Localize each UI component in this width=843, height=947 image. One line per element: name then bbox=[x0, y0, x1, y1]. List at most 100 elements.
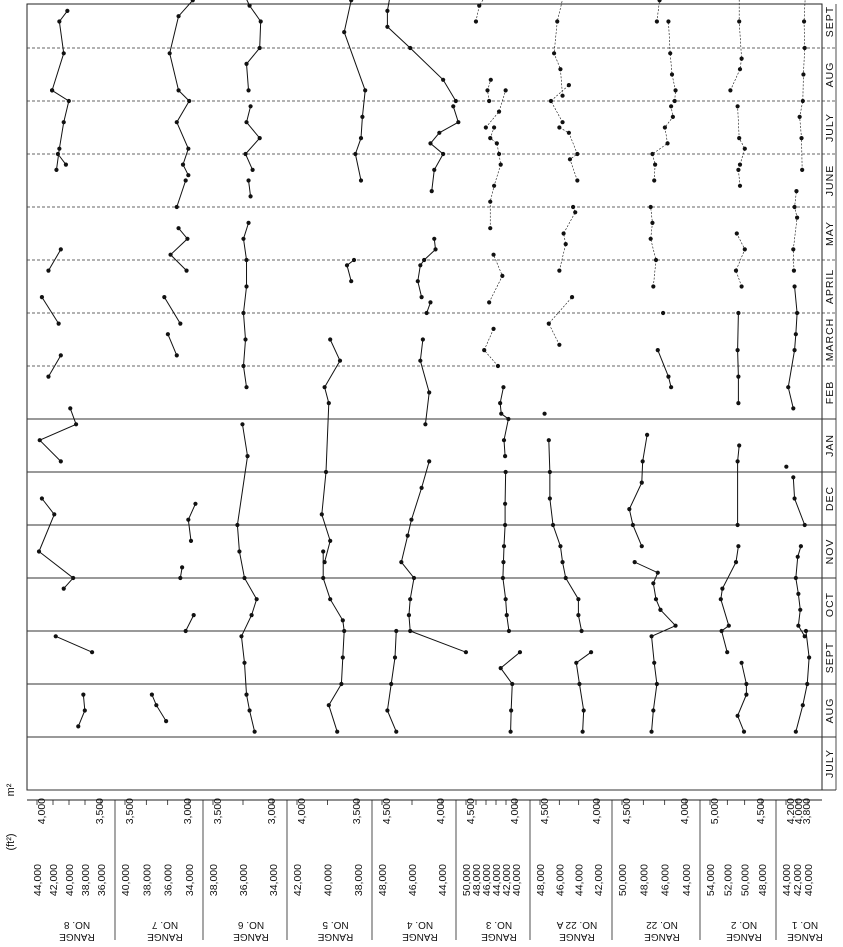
ft-tick-label: 48,000 bbox=[471, 864, 483, 896]
data-point bbox=[237, 549, 242, 554]
data-point bbox=[547, 496, 552, 501]
data-point bbox=[739, 660, 744, 665]
series-line bbox=[550, 84, 570, 123]
data-point bbox=[149, 692, 154, 697]
data-point bbox=[742, 247, 747, 252]
data-point bbox=[174, 353, 179, 358]
data-point bbox=[52, 512, 57, 517]
data-point bbox=[496, 151, 502, 157]
data-point bbox=[242, 660, 247, 665]
series-line bbox=[51, 10, 68, 91]
unit-imperial-label: (ft²) bbox=[5, 833, 17, 850]
series-line bbox=[248, 180, 252, 197]
m-tick-label: 4,500 bbox=[539, 798, 551, 824]
data-point bbox=[500, 273, 505, 278]
data-point bbox=[560, 120, 565, 125]
data-point bbox=[632, 560, 637, 565]
data-point bbox=[244, 61, 249, 66]
series-line bbox=[163, 296, 181, 324]
m-tick-label: 4,500 bbox=[465, 798, 477, 824]
data-point bbox=[483, 125, 488, 130]
ft-tick-label: 34,000 bbox=[268, 864, 280, 896]
data-point bbox=[557, 342, 562, 347]
data-point bbox=[247, 3, 252, 8]
data-point bbox=[654, 681, 659, 687]
data-point bbox=[420, 337, 425, 342]
data-point bbox=[802, 634, 807, 639]
data-point bbox=[180, 162, 186, 167]
data-point bbox=[244, 257, 249, 263]
range-name-line2: NO. 7 bbox=[152, 919, 179, 930]
data-point bbox=[258, 19, 263, 24]
data-point bbox=[55, 151, 61, 157]
month-label: SEPT bbox=[824, 642, 836, 673]
m-tick-label: 3,500 bbox=[212, 798, 224, 824]
m-tick-label: 3,500 bbox=[94, 798, 106, 824]
data-point bbox=[649, 634, 654, 639]
data-point bbox=[744, 681, 749, 687]
data-point bbox=[669, 385, 674, 390]
data-point bbox=[492, 125, 497, 130]
data-point bbox=[736, 310, 741, 316]
data-point bbox=[627, 507, 632, 512]
series-line bbox=[55, 635, 93, 653]
data-point bbox=[162, 295, 167, 300]
data-point bbox=[792, 348, 797, 353]
ft-tick-label: 38,000 bbox=[80, 864, 92, 896]
data-point bbox=[551, 51, 557, 56]
data-point bbox=[82, 708, 87, 713]
data-point bbox=[245, 454, 250, 459]
series-line bbox=[57, 153, 67, 165]
data-point bbox=[73, 422, 79, 427]
ft-tick-label: 46,000 bbox=[407, 864, 419, 896]
data-point bbox=[191, 613, 196, 618]
month-label: NOV bbox=[824, 539, 836, 565]
data-point bbox=[728, 88, 733, 93]
series-line bbox=[346, 259, 355, 282]
range-name-line1: RANGE bbox=[59, 931, 95, 942]
data-point bbox=[657, 0, 662, 3]
data-point bbox=[76, 724, 81, 729]
data-point bbox=[39, 295, 45, 300]
series-line bbox=[656, 0, 660, 22]
data-point bbox=[669, 72, 675, 77]
data-point bbox=[741, 729, 747, 734]
data-point bbox=[792, 204, 797, 210]
data-point bbox=[737, 19, 742, 24]
range-name-line1: RANGE bbox=[726, 931, 762, 942]
data-point bbox=[662, 125, 667, 130]
data-point bbox=[81, 692, 86, 697]
data-point bbox=[739, 284, 744, 289]
data-point bbox=[666, 19, 671, 24]
m-tick-label: 4,500 bbox=[381, 798, 393, 824]
ft-tick-label: 38,000 bbox=[353, 864, 365, 896]
data-point bbox=[244, 284, 249, 289]
data-point bbox=[736, 374, 741, 379]
data-point bbox=[548, 98, 554, 104]
data-point bbox=[176, 226, 181, 231]
data-point bbox=[46, 268, 51, 273]
series-line bbox=[400, 461, 467, 653]
data-point bbox=[419, 485, 424, 490]
data-point bbox=[178, 321, 183, 326]
data-point bbox=[463, 650, 469, 655]
data-point bbox=[509, 708, 514, 713]
data-point bbox=[488, 136, 493, 141]
data-point bbox=[428, 300, 433, 305]
data-point bbox=[805, 681, 810, 687]
ft-tick-label: 42,000 bbox=[292, 864, 304, 896]
m-tick-label: 4,000 bbox=[36, 798, 48, 824]
data-point bbox=[246, 178, 251, 183]
ft-tick-label: 40,000 bbox=[803, 864, 815, 896]
data-point bbox=[546, 438, 551, 443]
series-line bbox=[651, 609, 677, 732]
ft-tick-label: 48,000 bbox=[535, 864, 547, 896]
range-name-line2: NO. 22 bbox=[646, 919, 678, 930]
data-point bbox=[432, 167, 437, 172]
data-point bbox=[422, 257, 427, 263]
data-point bbox=[793, 332, 798, 337]
data-point bbox=[796, 623, 801, 628]
data-point bbox=[427, 459, 432, 464]
series-line bbox=[499, 387, 509, 457]
